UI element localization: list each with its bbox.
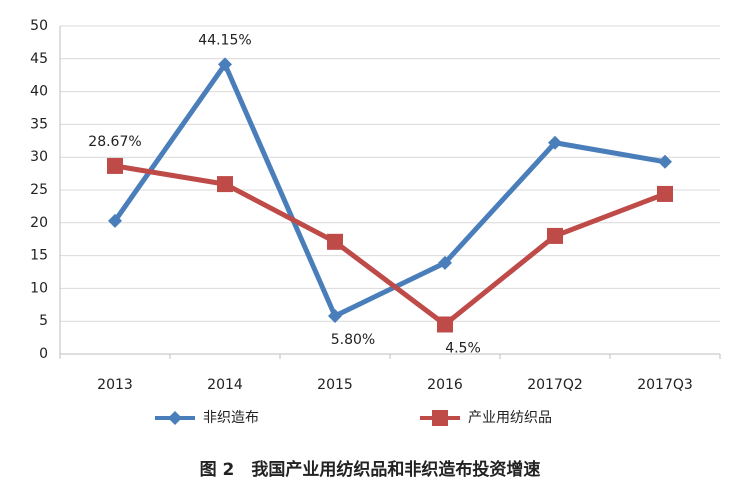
series-line	[112, 61, 666, 319]
diamond-marker	[438, 255, 452, 270]
square-marker	[217, 176, 233, 193]
y-tick-label: 45	[30, 51, 48, 67]
x-tick-label: 2017Q2	[527, 377, 583, 393]
square-marker	[657, 185, 673, 202]
square-marker	[437, 316, 453, 333]
legend-label: 非织造布	[203, 410, 259, 426]
y-tick-label: 5	[39, 313, 48, 329]
x-tick-label: 2013	[97, 377, 133, 393]
diamond-marker	[108, 213, 122, 228]
y-tick-label: 50	[30, 18, 48, 34]
y-tick-label: 15	[30, 248, 48, 264]
y-tick-label: 35	[30, 116, 48, 132]
x-tick-label: 2014	[207, 377, 243, 393]
y-tick-label: 40	[30, 84, 48, 100]
square-marker	[547, 227, 563, 244]
data-label: 28.67%	[88, 134, 141, 150]
data-label: 4.5%	[445, 340, 481, 356]
diamond-marker	[548, 135, 562, 150]
x-tick-label: 2017Q3	[637, 377, 693, 393]
data-label: 5.80%	[331, 332, 375, 348]
square-marker	[432, 410, 448, 426]
y-tick-label: 30	[30, 149, 48, 165]
square-marker	[327, 233, 343, 250]
data-label: 44.15%	[198, 32, 251, 48]
diamond-marker	[218, 57, 232, 72]
y-tick-label: 0	[39, 346, 48, 362]
x-tick-label: 2015	[317, 377, 353, 393]
diamond-marker	[328, 308, 342, 323]
y-tick-label: 25	[30, 182, 48, 198]
y-tick-label: 10	[30, 280, 48, 296]
legend-label: 产业用纺织品	[468, 410, 552, 426]
square-marker	[107, 157, 123, 174]
diamond-marker	[168, 411, 182, 425]
chart-caption: 图 2 我国产业用纺织品和非织造布投资增速	[200, 459, 541, 480]
series-line	[114, 163, 666, 327]
diamond-marker	[658, 154, 672, 169]
y-tick-label: 20	[30, 215, 48, 231]
x-tick-label: 2016	[427, 377, 463, 393]
